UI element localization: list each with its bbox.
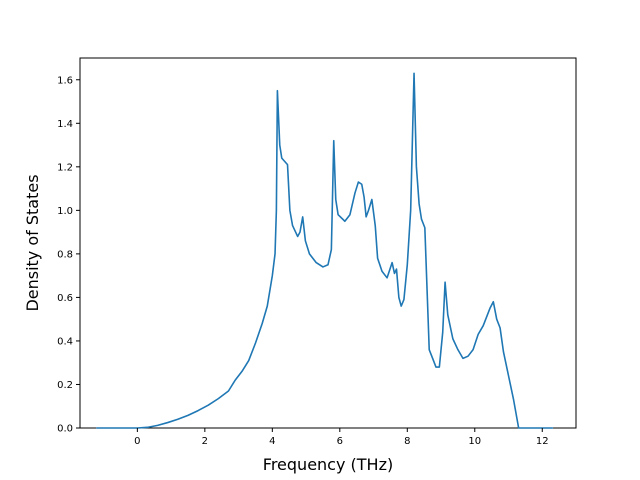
x-tick-label: 4 <box>269 436 275 447</box>
x-tick-label: 0 <box>134 436 140 447</box>
y-tick-label: 1.4 <box>57 119 73 130</box>
plot-area <box>79 57 577 429</box>
x-tick-label: 2 <box>202 436 208 447</box>
y-tick-label: 0.4 <box>57 336 73 347</box>
y-tick-label: 0.8 <box>57 249 73 260</box>
y-tick-label: 1.2 <box>57 162 73 173</box>
y-tick-label: 1.0 <box>57 206 73 217</box>
axes-frame <box>79 57 577 429</box>
y-tick-label: 0.0 <box>57 424 73 435</box>
x-tick-label: 8 <box>404 436 410 447</box>
y-tick-label: 0.2 <box>57 380 73 391</box>
y-axis-label: Density of States <box>23 174 42 311</box>
dos-line <box>96 72 554 429</box>
x-axis-label: Frequency (THz) <box>263 455 393 474</box>
y-tick-label: 1.6 <box>57 75 73 86</box>
y-tick-label: 0.6 <box>57 293 73 304</box>
x-axis-ticks: 0 2 4 6 8 10 12 <box>134 428 549 447</box>
x-tick-label: 10 <box>468 436 481 447</box>
x-tick-label: 6 <box>337 436 343 447</box>
x-tick-label: 12 <box>536 436 549 447</box>
y-axis-ticks: 0.0 0.2 0.4 0.6 0.8 1.0 1.2 1.4 1.6 <box>57 75 80 435</box>
